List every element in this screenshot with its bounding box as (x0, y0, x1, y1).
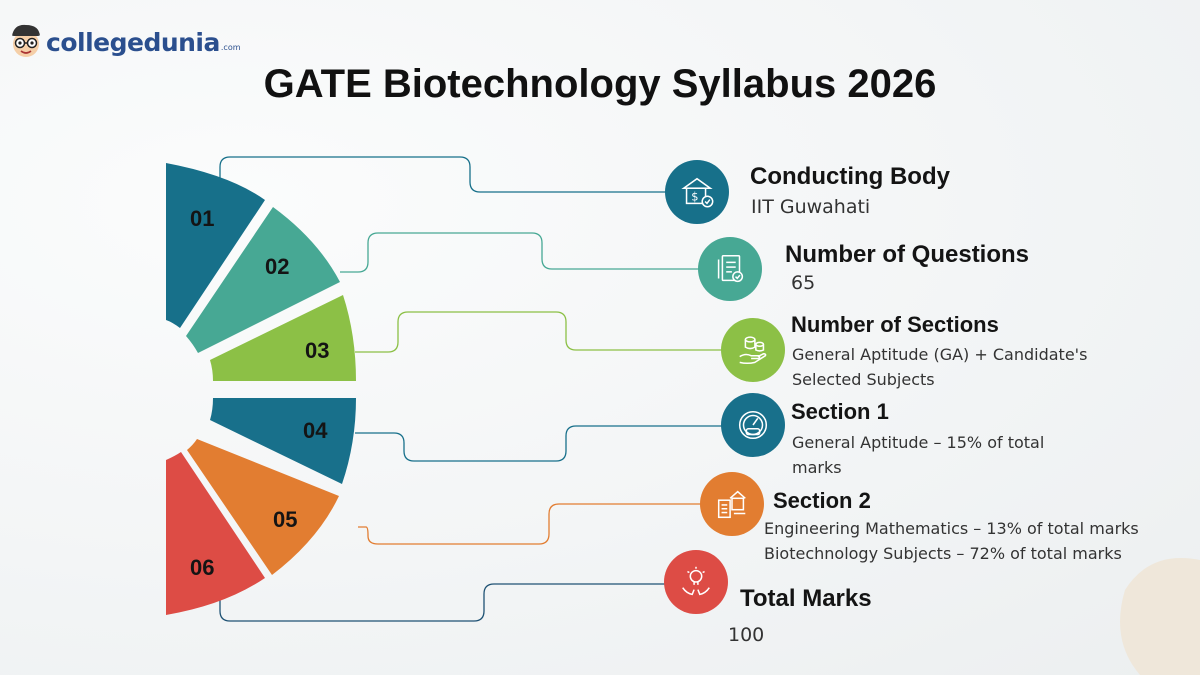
page-title: GATE Biotechnology Syllabus 2026 (263, 62, 937, 106)
segment-number-05: 05 (273, 507, 297, 532)
brand-suffix: .com (220, 42, 241, 52)
decorative-blob (1120, 558, 1200, 675)
segment-04 (210, 398, 356, 484)
bank-icon: $ (681, 177, 714, 208)
icon-circle-06 (664, 550, 728, 614)
connector-06 (219, 583, 670, 622)
segment-number-01: 01 (190, 206, 214, 231)
connector-03 (355, 311, 728, 353)
connector-02 (340, 232, 706, 273)
icon-circle-04 (721, 393, 785, 457)
segment-number-06: 06 (190, 555, 214, 580)
item-desc-number-of-sections: General Aptitude (GA) + Candidate's Sele… (792, 345, 1088, 389)
item-desc-section-1: General Aptitude – 15% of total marks (792, 433, 1045, 477)
item-title-total-marks: Total Marks (740, 585, 872, 612)
segment-03 (210, 295, 356, 381)
segment-01 (166, 163, 265, 328)
brand-logo[interactable]: collegedunia .com (8, 22, 241, 62)
segment-06 (166, 452, 265, 615)
segment-05 (187, 439, 339, 575)
segment-02 (186, 207, 340, 353)
item-title-section-2: Section 2 (773, 488, 871, 513)
icon-circle-05 (700, 472, 764, 536)
mascot-face-icon (12, 24, 40, 57)
icon-circle-02 (698, 237, 762, 301)
item-title-number-of-questions: Number of Questions (785, 241, 1030, 268)
item-desc-number-of-questions: 65 (791, 272, 816, 294)
connector-01 (219, 156, 670, 193)
item-desc-section-2-line-1: Engineering Mathematics – 13% of total m… (764, 519, 1139, 538)
icon-circle-01: $ (665, 160, 729, 224)
svg-text:$: $ (691, 190, 698, 204)
segment-number-04: 04 (303, 418, 328, 443)
brand-name: collegedunia (46, 27, 220, 57)
document-check-icon (717, 254, 744, 283)
connector-04 (355, 425, 726, 462)
item-desc-section-2-line-2: Biotechnology Subjects – 72% of total ma… (764, 544, 1122, 563)
gauge-icon (738, 410, 768, 440)
icon-circle-03 (721, 318, 785, 382)
lightbulb-hands-icon (682, 566, 710, 596)
segment-number-02: 02 (265, 254, 289, 279)
connector-05 (358, 503, 706, 545)
item-desc-conducting-body: IIT Guwahati (751, 196, 871, 218)
item-title-section-1: Section 1 (791, 399, 889, 424)
item-desc-total-marks: 100 (728, 624, 765, 646)
item-title-number-of-sections: Number of Sections (791, 312, 999, 337)
coins-hand-icon (739, 336, 767, 365)
building-list-icon (717, 490, 746, 519)
item-title-conducting-body: Conducting Body (750, 163, 950, 190)
segment-number-03: 03 (305, 338, 329, 363)
